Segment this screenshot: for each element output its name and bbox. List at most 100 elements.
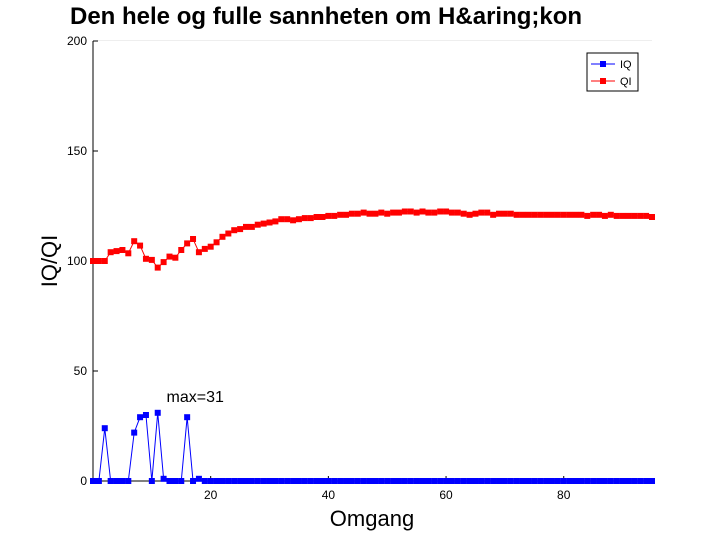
data-point-iq: [372, 478, 379, 484]
data-point-iq: [401, 478, 408, 484]
data-point-iq: [343, 478, 350, 484]
data-point-qi: [554, 211, 561, 218]
data-point-iq: [272, 478, 279, 484]
data-point-qi: [343, 211, 350, 218]
y-axis-label: IQ/QI: [37, 235, 62, 288]
y-tick-label: 0: [80, 474, 87, 488]
data-point-iq: [596, 478, 603, 484]
data-point-qi: [125, 250, 132, 257]
data-point-qi: [95, 258, 102, 264]
data-point-qi: [348, 210, 355, 217]
data-point-qi: [225, 230, 232, 237]
data-point-qi: [142, 255, 149, 262]
data-point-iq: [295, 478, 302, 484]
data-point-iq: [501, 478, 508, 484]
data-point-qi: [466, 211, 473, 218]
data-point-qi: [360, 209, 367, 216]
data-point-qi: [649, 214, 655, 220]
data-point-iq: [413, 478, 420, 484]
x-tick-label: 20: [204, 488, 218, 502]
plot-area: [93, 41, 652, 481]
data-point-iq: [137, 414, 144, 421]
data-point-qi: [531, 211, 538, 218]
data-point-iq: [437, 478, 444, 484]
data-point-iq: [254, 478, 261, 484]
data-point-qi: [284, 216, 291, 223]
data-point-iq: [101, 425, 108, 432]
data-point-iq: [307, 478, 314, 484]
data-point-qi: [272, 218, 279, 225]
data-point-qi: [384, 210, 391, 217]
data-point-iq: [90, 478, 96, 484]
data-point-qi: [395, 209, 402, 216]
data-point-iq: [566, 478, 573, 484]
data-point-qi: [90, 258, 96, 264]
data-point-iq: [266, 478, 273, 484]
data-point-iq: [348, 478, 355, 484]
data-point-iq: [649, 478, 655, 484]
data-point-qi: [260, 220, 267, 227]
data-point-qi: [584, 212, 591, 219]
data-point-iq: [525, 478, 532, 484]
data-point-iq: [554, 478, 561, 484]
data-point-qi: [454, 209, 461, 216]
data-point-qi: [184, 240, 191, 247]
data-point-iq: [225, 478, 232, 484]
data-point-qi: [566, 211, 573, 218]
data-point-iq: [290, 478, 297, 484]
data-point-qi: [607, 211, 614, 218]
data-point-iq: [237, 478, 244, 484]
data-point-qi: [601, 212, 608, 219]
data-point-iq: [519, 478, 526, 484]
data-point-qi: [401, 208, 408, 215]
data-point-qi: [237, 226, 244, 233]
data-point-qi: [331, 212, 338, 219]
data-point-iq: [590, 478, 597, 484]
data-point-iq: [478, 478, 485, 484]
legend-label: IQ: [620, 59, 632, 71]
data-point-qi: [266, 219, 273, 226]
data-point-iq: [560, 478, 567, 484]
data-point-qi: [484, 209, 491, 216]
data-point-iq: [625, 478, 632, 484]
x-axis-label: Omgang: [330, 506, 414, 531]
data-point-iq: [301, 478, 308, 484]
data-point-iq: [95, 478, 102, 484]
data-point-qi: [242, 223, 249, 230]
y-tick-label: 50: [74, 364, 88, 378]
x-tick-label: 80: [557, 488, 571, 502]
legend-marker: [600, 61, 606, 67]
data-point-qi: [213, 239, 220, 246]
data-point-qi: [407, 208, 414, 215]
data-point-qi: [537, 211, 544, 218]
data-point-iq: [319, 478, 326, 484]
data-point-qi: [148, 256, 155, 263]
data-point-iq: [395, 478, 402, 484]
data-point-qi: [478, 209, 485, 216]
data-point-iq: [325, 478, 332, 484]
data-point-iq: [496, 478, 503, 484]
data-point-qi: [254, 221, 261, 228]
data-point-qi: [572, 211, 579, 218]
data-point-iq: [584, 478, 591, 484]
data-point-iq: [213, 478, 220, 484]
data-point-iq: [454, 478, 461, 484]
data-point-iq: [472, 478, 479, 484]
data-point-iq: [537, 478, 544, 484]
data-point-iq: [154, 409, 161, 416]
data-point-iq: [178, 478, 185, 484]
data-point-iq: [148, 478, 155, 484]
data-point-iq: [172, 478, 179, 484]
data-point-iq: [431, 478, 438, 484]
tick-labels: 20 40 60 80 0 50 100 150 200: [67, 34, 571, 502]
data-point-iq: [284, 478, 291, 484]
data-point-iq: [260, 478, 267, 484]
data-point-iq: [331, 478, 338, 484]
max-annotation: max=31: [167, 389, 224, 406]
data-point-iq: [107, 478, 114, 484]
data-point-qi: [543, 211, 550, 218]
data-point-iq: [378, 478, 385, 484]
legend-box: [586, 52, 639, 92]
data-point-iq: [119, 478, 126, 484]
data-point-qi: [207, 243, 214, 250]
